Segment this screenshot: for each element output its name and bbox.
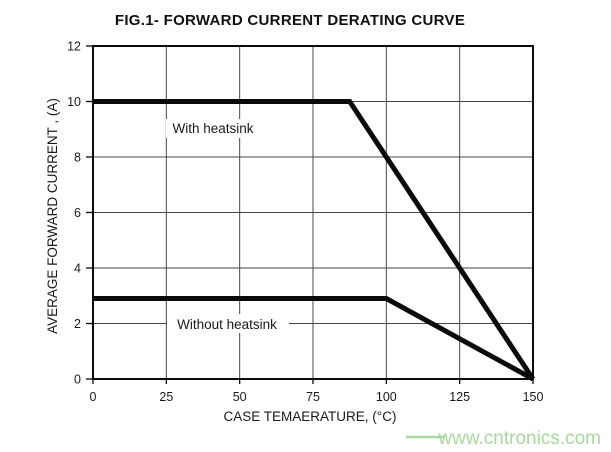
y-tick-label: 8 — [74, 151, 81, 165]
x-tick-label: 25 — [159, 390, 173, 404]
x-tick-label: 125 — [449, 390, 470, 404]
x-tick-label: 50 — [233, 390, 247, 404]
with-heatsink-label-mask — [166, 119, 261, 138]
x-tick-label: 0 — [90, 390, 97, 404]
y-tick-label: 10 — [67, 95, 81, 109]
y-tick-label: 2 — [74, 317, 81, 331]
x-tick-labels: 0 25 50 75 100 125 150 — [90, 390, 544, 404]
y-tick-label: 12 — [67, 40, 81, 54]
y-tick-labels: 0 2 4 6 8 10 12 — [67, 40, 81, 387]
series-line — [93, 296, 535, 382]
x-tick-label: 150 — [523, 390, 544, 404]
y-tick-label: 6 — [74, 206, 81, 220]
without-heatsink-label: Without heatsink — [177, 317, 277, 332]
y-tick-label: 4 — [74, 262, 81, 276]
with-heatsink-label: With heatsink — [172, 121, 253, 136]
series-line — [93, 99, 536, 381]
series-lines — [93, 99, 536, 382]
x-tick-label: 100 — [376, 390, 397, 404]
plot-frame — [92, 45, 534, 380]
y-tick-label: 0 — [74, 373, 81, 387]
x-tick-label: 75 — [306, 390, 320, 404]
y-tick-marks — [86, 45, 93, 380]
chart-title: FIG.1- FORWARD CURRENT DERATING CURVE — [115, 12, 465, 29]
y-axis-title: AVERAGE FORWARD CURRENT , (A) — [45, 98, 60, 334]
watermark: www.cntronics.com — [437, 428, 601, 449]
without-heatsink-label-mask — [167, 314, 289, 333]
x-axis-title: CASE TEMAERATURE, (°C) — [224, 409, 397, 424]
